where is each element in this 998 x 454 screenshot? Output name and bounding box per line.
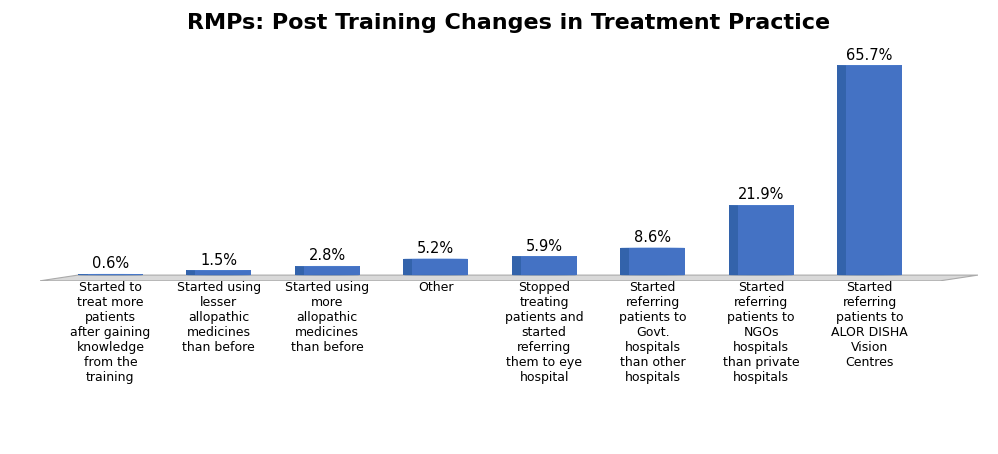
Text: Started to
treat more
patients
after gaining
knowledge
from the
training: Started to treat more patients after gai… — [70, 281, 151, 385]
Bar — [837, 65, 846, 275]
Bar — [620, 248, 630, 275]
Bar — [187, 270, 196, 275]
Text: Started
referring
patients to
Govt.
hospitals
than other
hospitals: Started referring patients to Govt. hosp… — [619, 281, 687, 385]
Text: 65.7%: 65.7% — [846, 48, 893, 63]
Text: 0.6%: 0.6% — [92, 257, 129, 271]
Text: Started using
more
allopathic
medicines
than before: Started using more allopathic medicines … — [285, 281, 369, 355]
Bar — [403, 258, 412, 275]
Text: Stopped
treating
patients and
started
referring
them to eye
hospital: Stopped treating patients and started re… — [505, 281, 584, 385]
Text: 2.8%: 2.8% — [308, 248, 346, 263]
Text: 8.6%: 8.6% — [634, 230, 672, 245]
Bar — [78, 274, 88, 275]
Text: Other: Other — [418, 281, 453, 295]
Bar — [729, 205, 738, 275]
Bar — [294, 266, 360, 275]
Bar — [294, 266, 304, 275]
Bar — [78, 274, 143, 275]
Bar — [729, 205, 793, 275]
Bar — [512, 256, 577, 275]
Title: RMPs: Post Training Changes in Treatment Practice: RMPs: Post Training Changes in Treatment… — [188, 13, 830, 33]
Polygon shape — [40, 275, 978, 281]
Text: 5.2%: 5.2% — [417, 241, 454, 256]
Text: 1.5%: 1.5% — [201, 252, 238, 267]
Bar — [512, 256, 521, 275]
Text: 5.9%: 5.9% — [526, 238, 563, 253]
Text: Started
referring
patients to
NGOs
hospitals
than private
hospitals: Started referring patients to NGOs hospi… — [723, 281, 799, 385]
Text: 21.9%: 21.9% — [738, 188, 784, 202]
Bar — [620, 248, 686, 275]
Bar — [403, 258, 468, 275]
Bar — [187, 270, 251, 275]
Text: Started using
lesser
allopathic
medicines
than before: Started using lesser allopathic medicine… — [177, 281, 260, 355]
Text: Started
referring
patients to
ALOR DISHA
Vision
Centres: Started referring patients to ALOR DISHA… — [831, 281, 908, 370]
Bar — [837, 65, 902, 275]
